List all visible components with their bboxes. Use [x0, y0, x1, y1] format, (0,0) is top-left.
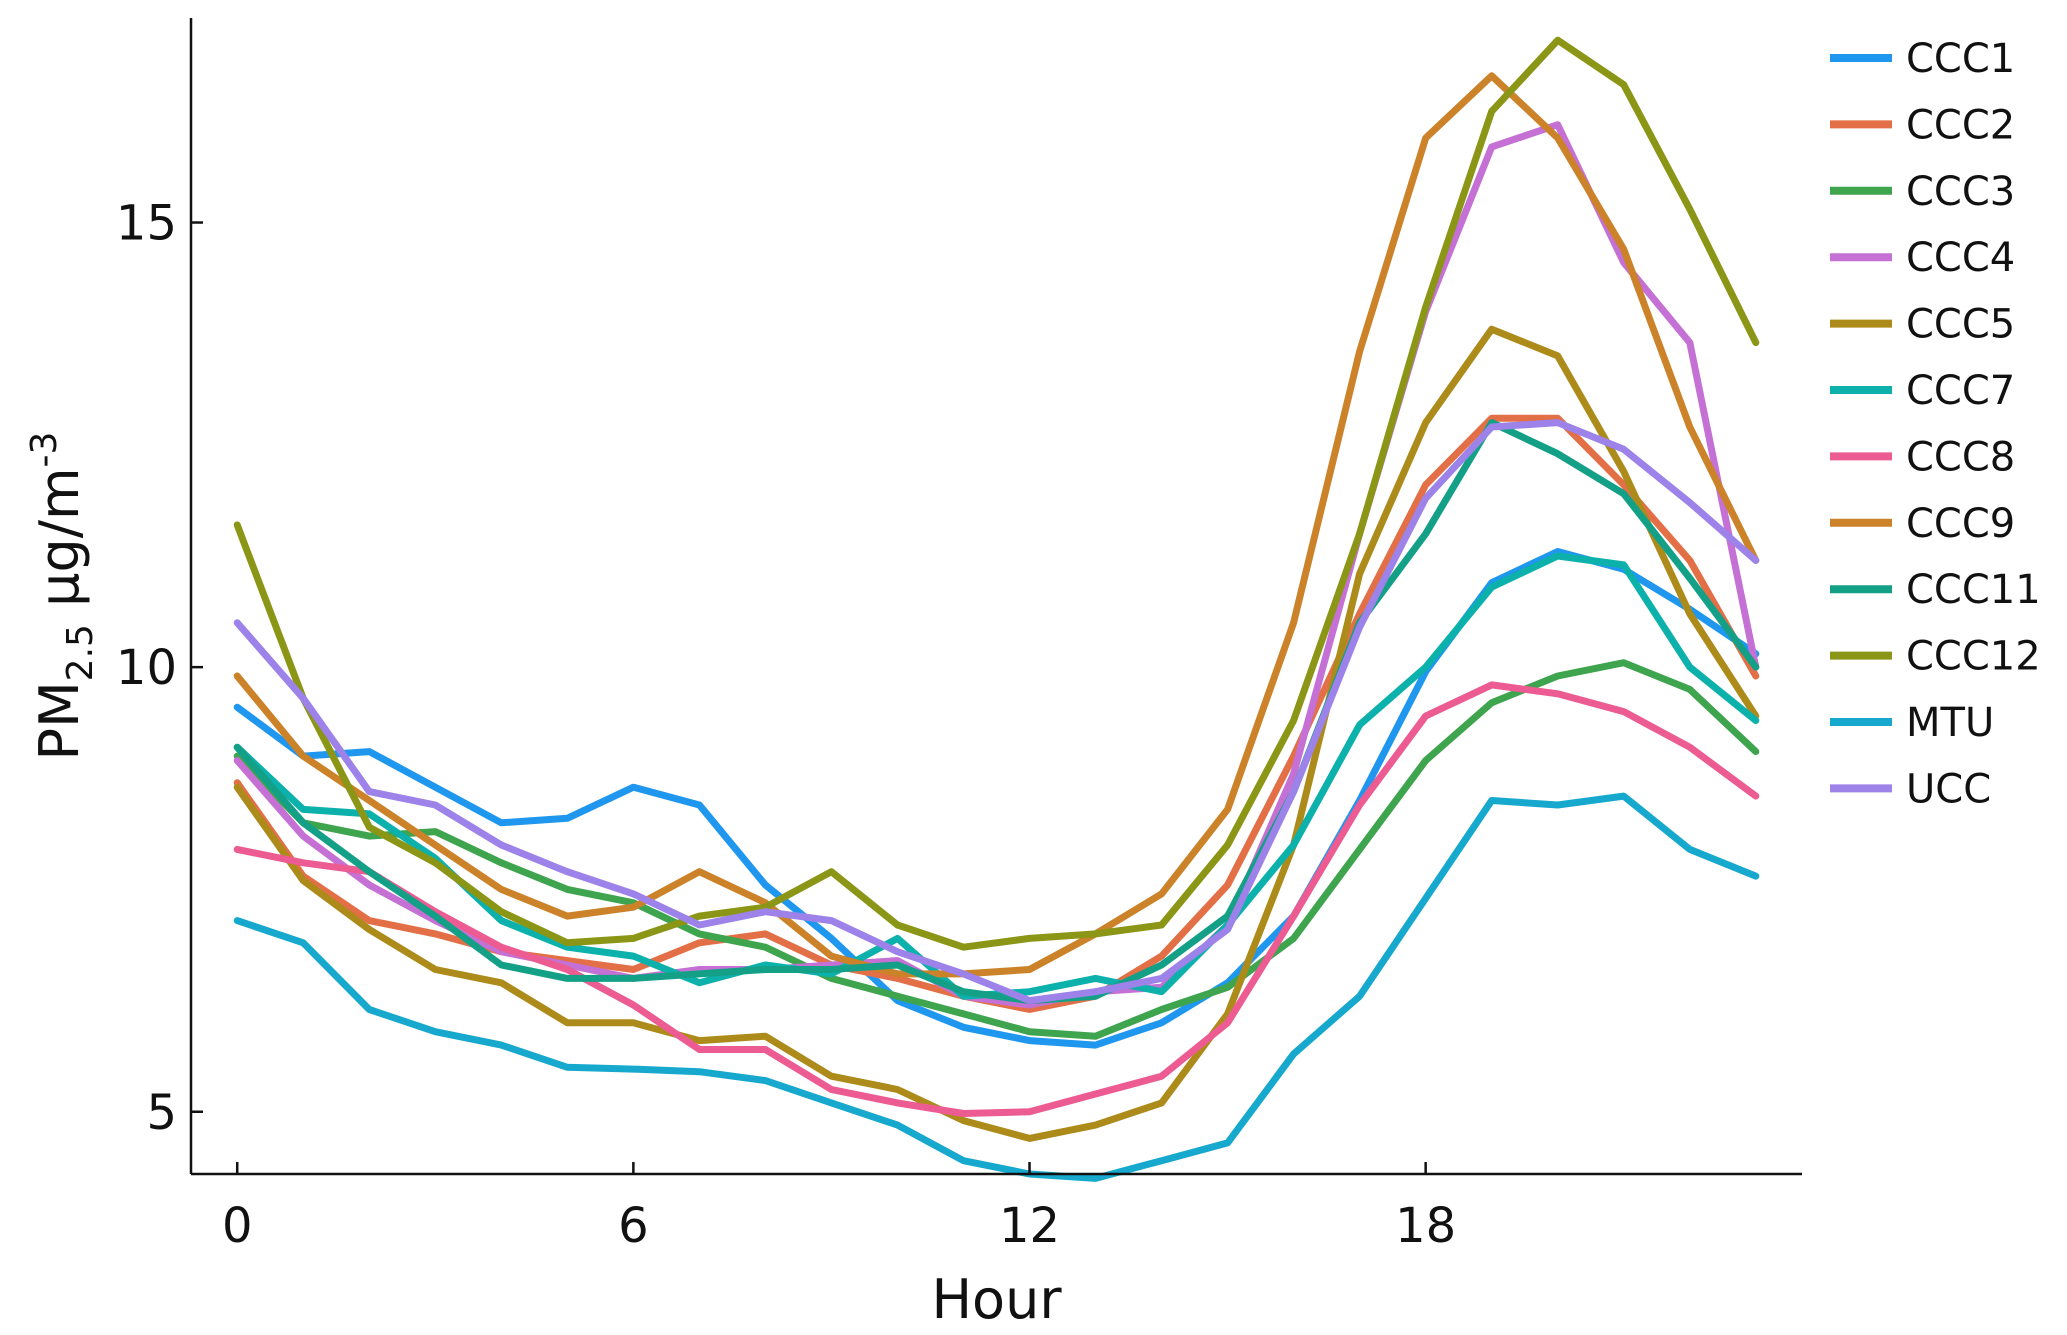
legend-item-mtu: MTU — [1830, 700, 1994, 746]
x-tick-label: 6 — [618, 1198, 649, 1254]
series-line-ccc3 — [233, 659, 1760, 1040]
legend-label: CCC3 — [1906, 169, 2015, 215]
legend-item-ccc12: CCC12 — [1830, 634, 2041, 680]
legend-label: CCC8 — [1906, 434, 2015, 480]
series-line-mtu — [233, 792, 1760, 1182]
y-tick-label: 15 — [116, 196, 177, 252]
legend-item-ccc2: CCC2 — [1830, 102, 2015, 148]
series-line-ccc2 — [233, 414, 1760, 1013]
legend-item-ccc4: CCC4 — [1830, 235, 2015, 281]
y-ticks: 5 10 15 — [116, 196, 203, 1141]
x-axis-title: Hour — [931, 1268, 1062, 1331]
series-line-ccc5 — [233, 325, 1760, 1142]
y-axis-title-superscript: -3 — [24, 432, 65, 468]
legend-item-ccc8: CCC8 — [1830, 434, 2015, 480]
legend-label: CCC5 — [1906, 302, 2015, 348]
series-line-ccc12 — [233, 36, 1760, 951]
series-line-ccc9 — [233, 72, 1760, 978]
series-line-ccc8 — [233, 681, 1760, 1117]
x-tick-label: 18 — [1395, 1198, 1456, 1254]
legend-label: CCC9 — [1906, 501, 2015, 547]
legend-item-ccc11: CCC11 — [1830, 567, 2041, 613]
svg-text:PM2.5 µg/m-3: PM2.5 µg/m-3 — [24, 432, 101, 761]
series-line-ucc — [233, 419, 1760, 1005]
y-axis-title-unit: µg/m — [28, 467, 91, 624]
legend-item-ucc: UCC — [1830, 766, 1991, 812]
legend-label: UCC — [1906, 766, 1991, 812]
y-axis-title-base: PM — [28, 681, 91, 760]
y-axis-title: PM2.5 µg/m-3 — [24, 432, 101, 761]
y-tick-label: 5 — [146, 1085, 177, 1141]
y-tick-label: 10 — [116, 640, 177, 696]
legend-item-ccc3: CCC3 — [1830, 169, 2015, 215]
legend-label: CCC12 — [1906, 634, 2041, 680]
legend-item-ccc7: CCC7 — [1830, 368, 2015, 414]
x-tick-label: 12 — [999, 1198, 1060, 1254]
legend-label: CCC4 — [1906, 235, 2015, 281]
legend-label: MTU — [1906, 700, 1994, 746]
legend-label: CCC1 — [1906, 36, 2015, 82]
plot-area: 0 6 12 18 5 10 15 — [116, 18, 1802, 1254]
series-line-ccc11 — [233, 419, 1760, 1005]
series-line-ccc4 — [233, 121, 1760, 1009]
x-ticks: 0 6 12 18 — [222, 1162, 1456, 1254]
legend-item-ccc5: CCC5 — [1830, 302, 2015, 348]
legend-label: CCC7 — [1906, 368, 2015, 414]
legend: CCC1 CCC2 CCC3 CCC4 CCC5 CCC7 CCC8 CCC9 CCC11 CCC… — [1830, 36, 2041, 812]
series-line-ccc1 — [233, 548, 1760, 1049]
x-tick-label: 0 — [222, 1198, 253, 1254]
legend-item-ccc1: CCC1 — [1830, 36, 2015, 82]
legend-item-ccc9: CCC9 — [1830, 501, 2015, 547]
series-lines — [233, 36, 1760, 1182]
legend-label: CCC2 — [1906, 102, 2015, 148]
y-axis-title-subscript: 2.5 — [60, 624, 101, 681]
legend-label: CCC11 — [1906, 567, 2041, 613]
